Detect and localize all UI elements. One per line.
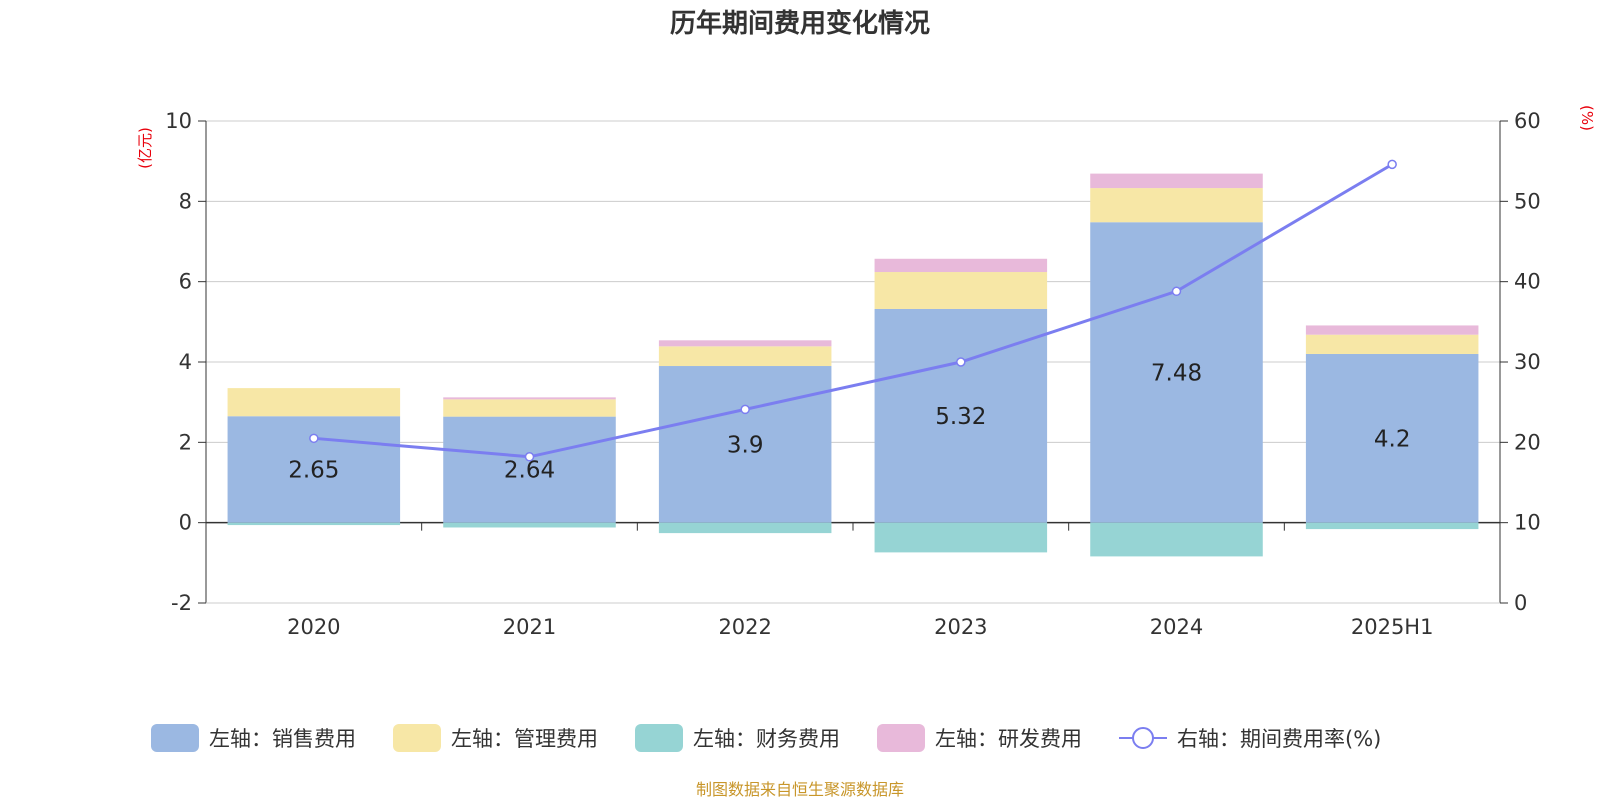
legend-swatch [393, 724, 441, 752]
bar-segment [874, 272, 1048, 309]
data-label: 7.48 [1151, 360, 1202, 386]
x-axis-tick-label: 2021 [503, 615, 556, 639]
bar-segment [227, 522, 401, 526]
bar-segment [1090, 173, 1263, 189]
bar-segment [658, 522, 832, 534]
right-axis-tick-label: 20 [1514, 430, 1541, 454]
bar-segment [443, 416, 616, 523]
bar-segment [1305, 334, 1479, 354]
left-axis-tick-label: 8 [179, 189, 192, 213]
rate-line [313, 163, 1393, 459]
right-axis-tick-label: 60 [1514, 109, 1541, 133]
x-axis-tick-label: 2023 [934, 615, 987, 639]
legend-label: 左轴：财务费用 [693, 727, 840, 751]
bar-segment [1090, 522, 1263, 557]
bar-segment [874, 522, 1048, 553]
bar-segment [1090, 222, 1263, 523]
legend-label: 右轴：期间费用率(%) [1177, 727, 1381, 751]
left-axis-tick-label: 6 [179, 270, 192, 294]
rate-point [1171, 286, 1182, 297]
right-axis-tick-label: 30 [1514, 350, 1541, 374]
rate-point [740, 404, 750, 415]
left-axis-tick-label: 0 [179, 511, 192, 535]
left-axis-tick-label: 4 [179, 350, 192, 374]
legend: 左轴：销售费用 左轴：管理费用 左轴：财务费用 左轴：研发费用 右轴：期间费用率(%) [151, 724, 1381, 752]
bar-segment [658, 340, 832, 347]
legend-label: 左轴：销售费用 [209, 727, 356, 751]
legend-swatch [877, 724, 925, 752]
bar-segment [874, 258, 1048, 273]
legend-swatch [635, 724, 683, 752]
data-label: 4.2 [1374, 426, 1411, 452]
bar-segment [1305, 353, 1479, 523]
axes: -2 0 2 4 6 8 10 0 10 20 30 40 50 60 2020 2021 2022 2023 20… [165, 109, 1540, 639]
bar-series [227, 173, 1479, 557]
rate-point [956, 357, 966, 367]
bar-segment [1090, 188, 1263, 223]
data-label: 2.65 [288, 457, 339, 483]
legend-label: 左轴：管理费用 [451, 727, 598, 751]
legend-label: 左轴：研发费用 [935, 727, 1082, 751]
chart-title: 历年期间费用变化情况 [670, 8, 930, 39]
x-axis-tick-label: 2020 [287, 615, 340, 639]
bar-segment [1305, 522, 1479, 530]
bar-segment [227, 388, 401, 417]
bar-segment [658, 346, 832, 367]
right-axis-tick-label: 10 [1514, 511, 1541, 535]
right-axis-unit: (%) [1578, 105, 1596, 131]
bar-segment [443, 399, 616, 417]
x-axis-tick-label: 2025H1 [1351, 615, 1434, 639]
bar-segment [1305, 325, 1479, 335]
left-axis-tick-label: 10 [165, 109, 192, 133]
legend-swatch [151, 724, 199, 752]
data-label: 2.64 [504, 458, 555, 484]
right-axis-tick-label: 50 [1514, 189, 1541, 213]
rate-point [309, 433, 319, 444]
data-label: 5.32 [935, 404, 986, 430]
x-axis-tick-label: 2022 [718, 615, 771, 639]
data-label: 3.9 [727, 432, 764, 458]
left-axis-tick-label: 2 [179, 430, 192, 454]
bar-segment [443, 522, 616, 528]
left-axis-unit: (亿元) [136, 127, 154, 169]
rate-point [1387, 159, 1397, 170]
rate-point [524, 452, 535, 462]
data-labels: 2.65 2.64 3.9 5.32 7.48 4.2 [288, 360, 1410, 483]
right-axis-tick-label: 0 [1514, 591, 1527, 615]
legend-marker-icon [1132, 727, 1154, 749]
data-source-note: 制图数据来自恒生聚源数据库 [696, 780, 904, 799]
rate-line-series [309, 159, 1397, 462]
left-axis-tick-label: -2 [171, 591, 192, 615]
right-axis-tick-label: 40 [1514, 270, 1541, 294]
bar-segment [443, 397, 616, 400]
x-axis-tick-label: 2024 [1150, 615, 1203, 639]
bar-segment [658, 366, 832, 523]
